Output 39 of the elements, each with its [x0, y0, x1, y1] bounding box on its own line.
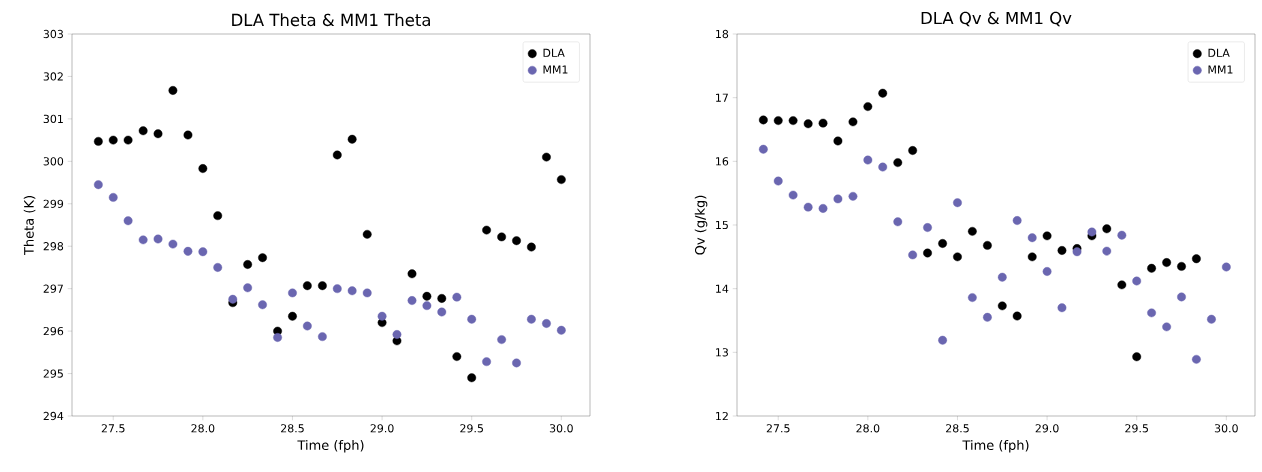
y-axis-title: Qv (g/kg) [694, 195, 708, 255]
x-tick-label: 30.0 [549, 424, 573, 433]
chart-title: DLA Qv & MM1 Qv [921, 11, 1072, 27]
x-tick-label: 28.5 [946, 424, 969, 433]
y-tick-label: 13 [716, 348, 728, 357]
x-tick-label: 29.0 [1035, 424, 1059, 433]
legend-label: MM1 [543, 65, 568, 74]
y-tick-label: 298 [43, 242, 64, 251]
x-tick-label: 27.5 [766, 424, 790, 433]
x-tick-label: 29.0 [370, 424, 394, 433]
x-tick-label: 28.5 [281, 424, 304, 433]
x-tick-label: 28.0 [191, 424, 215, 433]
legend-label: DLA [543, 48, 565, 57]
y-tick-label: 300 [43, 157, 64, 166]
legend-label: MM1 [1208, 65, 1233, 74]
y-tick-label: 15 [716, 220, 728, 230]
y-tick-label: 12 [716, 411, 728, 421]
x-tick-label: 28.0 [856, 424, 880, 433]
y-tick-label: 299 [43, 199, 64, 208]
x-axis-title: Time (fph) [962, 439, 1029, 453]
y-tick-label: 297 [43, 284, 63, 293]
x-tick-label: 27.5 [101, 424, 125, 433]
y-tick-label: 14 [716, 284, 729, 293]
y-tick-label: 302 [43, 72, 63, 81]
x-tick-label: 29.5 [460, 424, 483, 433]
y-tick-label: 295 [43, 369, 63, 378]
x-tick-label: 29.5 [1125, 424, 1148, 433]
y-tick-label: 17 [716, 93, 728, 102]
y-tick-label: 16 [716, 157, 729, 166]
y-tick-label: 303 [43, 29, 63, 39]
x-axis-title: Time (fph) [297, 439, 364, 453]
legend-label: DLA [1208, 48, 1230, 57]
y-tick-label: 301 [43, 114, 63, 124]
y-tick-label: 294 [43, 411, 64, 421]
chart-title: DLA Theta & MM1 Theta [232, 13, 430, 27]
y-tick-label: 18 [716, 29, 729, 39]
y-axis-title: Theta (K) [23, 196, 36, 256]
x-tick-label: 30.0 [1214, 424, 1238, 433]
y-tick-label: 296 [43, 326, 64, 336]
